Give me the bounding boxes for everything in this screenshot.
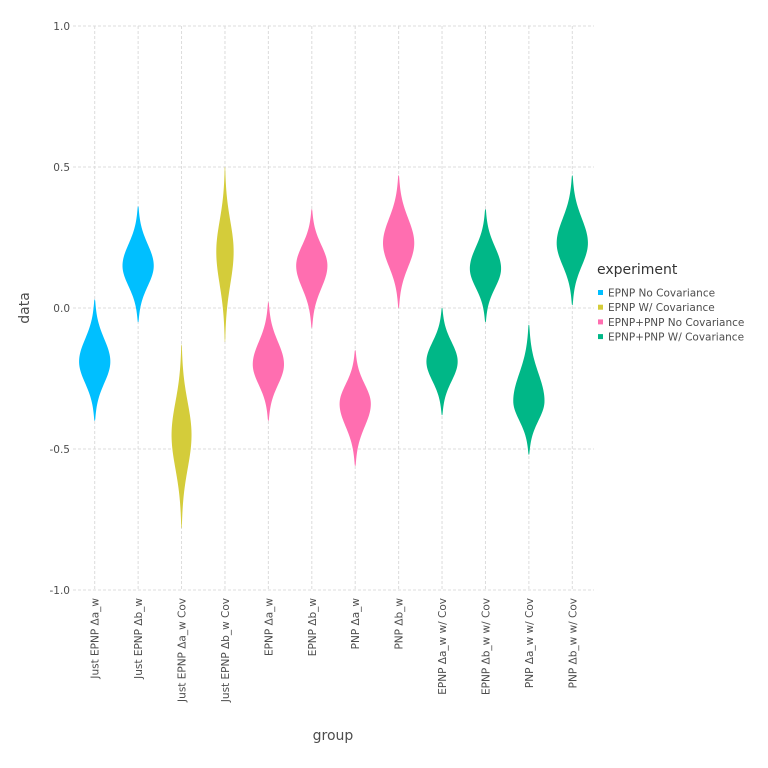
violin-11 <box>513 324 545 455</box>
x-tick-label: Just EPNP Δa_w <box>90 598 102 680</box>
y-axis-title: data <box>17 292 33 324</box>
legend-swatch <box>598 334 603 340</box>
legend-swatch <box>598 290 603 295</box>
violin-1 <box>79 299 111 421</box>
violin-9 <box>426 308 458 416</box>
x-tick-label: EPNP Δb_w w/ Cov <box>480 598 492 695</box>
legend-title: experiment <box>597 262 678 278</box>
y-tick-label: -1.0 <box>50 585 71 597</box>
violin-10 <box>469 209 502 323</box>
legend: experiment EPNP No Covariance EPNP W/ Cov… <box>597 262 744 344</box>
y-tick-label: -0.5 <box>50 444 71 456</box>
x-tick-label: PNP Δb_w <box>394 598 406 650</box>
violin-2 <box>122 206 154 323</box>
x-tick-label: EPNP Δa_w <box>263 598 275 656</box>
legend-label: EPNP+PNP No Covariance <box>608 317 744 329</box>
violin-7 <box>339 350 371 466</box>
y-tick-label: 0.0 <box>53 303 70 315</box>
x-tick-label: Just EPNP Δb_w Cov <box>220 598 232 703</box>
violin-12 <box>556 175 588 306</box>
x-tick-label: PNP Δa_w <box>350 598 362 650</box>
violins <box>79 167 588 528</box>
legend-label: EPNP W/ Covariance <box>608 302 715 314</box>
x-tick-label: EPNP Δa_w w/ Cov <box>437 598 449 695</box>
y-tick-label: 0.5 <box>53 162 70 174</box>
grid <box>73 25 594 591</box>
x-axis-title: group <box>313 728 354 744</box>
y-tick-label: 1.0 <box>53 21 70 33</box>
x-tick-label: EPNP Δb_w <box>307 598 319 657</box>
x-tick-label: PNP Δb_w w/ Cov <box>567 598 579 688</box>
violin-8 <box>383 175 415 308</box>
violin-3 <box>171 344 192 528</box>
legend-swatch <box>598 319 603 325</box>
violin-5 <box>252 302 284 421</box>
x-tick-label: Just EPNP Δb_w <box>133 598 145 680</box>
y-axis: -1.0 -0.5 0.0 0.5 1.0 <box>50 21 71 597</box>
x-axis: Just EPNP Δa_w Just EPNP Δb_w Just EPNP Δa… <box>90 598 580 704</box>
legend-label: EPNP No Covariance <box>608 288 715 300</box>
violin-4 <box>216 167 234 342</box>
legend-label: EPNP+PNP W/ Covariance <box>608 332 744 344</box>
x-tick-label: Just EPNP Δa_w Cov <box>177 598 189 703</box>
legend-swatch <box>598 304 603 310</box>
x-tick-label: PNP Δa_w w/ Cov <box>524 598 536 688</box>
violin-6 <box>296 209 328 328</box>
